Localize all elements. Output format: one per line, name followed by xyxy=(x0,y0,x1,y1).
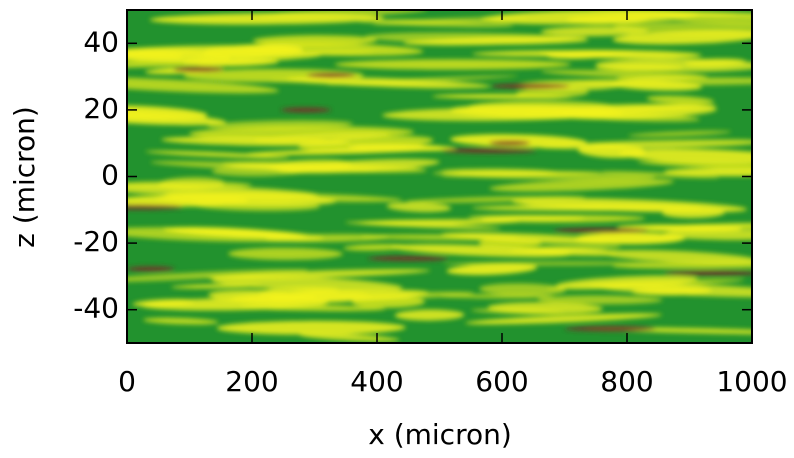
yellow-streak xyxy=(406,196,586,203)
streak-layer xyxy=(127,10,752,342)
yellow-streak xyxy=(127,105,208,120)
yellow-streak xyxy=(628,130,732,137)
yellow-streak xyxy=(127,48,231,63)
yellow-streak xyxy=(211,276,403,292)
yellow-streak xyxy=(143,317,219,325)
yellow-streak xyxy=(191,200,321,212)
yellow-streak xyxy=(127,77,280,94)
yellow-streak xyxy=(171,283,262,289)
yellow-streak xyxy=(158,176,225,191)
yellow-streak xyxy=(364,32,589,45)
y-tick-label: -40 xyxy=(73,292,119,325)
yellow-streak xyxy=(277,158,440,174)
yellow-streak xyxy=(127,227,324,243)
x-tick-label: 1000 xyxy=(716,365,787,398)
x-tick-label: 200 xyxy=(225,365,278,398)
yellow-streak xyxy=(618,148,752,164)
yellow-streak xyxy=(471,204,702,211)
yellow-streak xyxy=(646,95,715,105)
dark-streak xyxy=(306,72,356,78)
dark-streak xyxy=(663,270,752,276)
yellow-streak xyxy=(326,75,519,85)
dark-streak xyxy=(489,140,531,146)
yellow-streak xyxy=(127,269,309,283)
dark-streak xyxy=(553,227,649,233)
yellow-streak xyxy=(595,58,752,72)
yellow-streak xyxy=(145,150,290,159)
yellow-streak xyxy=(446,263,538,276)
yellow-streak xyxy=(206,120,353,130)
yellow-streak xyxy=(183,68,364,83)
dark-streak xyxy=(173,66,224,72)
dark-streak xyxy=(441,148,537,154)
dark-streak xyxy=(368,255,450,261)
yellow-streak xyxy=(470,308,565,315)
yellow-streak xyxy=(538,139,752,150)
yellow-streak xyxy=(617,224,742,232)
x-tick-label: 0 xyxy=(118,365,136,398)
yellow-streak xyxy=(183,58,279,67)
dark-streak xyxy=(127,266,175,272)
dark-streak xyxy=(280,107,331,113)
yellow-streak xyxy=(132,298,195,307)
yellow-streak xyxy=(440,168,558,176)
yellow-streak xyxy=(547,51,616,59)
yellow-streak xyxy=(479,283,566,296)
dark-streak xyxy=(564,326,656,332)
yellow-streak xyxy=(440,232,622,245)
x-axis-label: x (micron) xyxy=(368,418,512,451)
yellow-streak xyxy=(516,87,589,99)
yellow-streak xyxy=(602,249,752,264)
yellow-streak xyxy=(343,244,408,251)
yellow-streak xyxy=(166,191,403,202)
yellow-streak xyxy=(663,167,752,177)
yellow-streak xyxy=(240,304,386,312)
yellow-streak xyxy=(467,215,586,221)
dark-streak xyxy=(490,83,570,89)
x-tick-label: 400 xyxy=(350,365,403,398)
yellow-streak xyxy=(526,103,717,113)
yellow-streak xyxy=(616,75,708,80)
yellow-streak xyxy=(489,178,675,192)
yellow-streak xyxy=(360,234,519,241)
yellow-streak xyxy=(661,229,752,240)
yellow-streak xyxy=(537,295,663,305)
yellow-streak xyxy=(241,42,424,56)
yellow-streak xyxy=(386,202,452,213)
y-tick-label: 0 xyxy=(101,159,119,192)
yellow-streak xyxy=(391,244,572,258)
yellow-streak xyxy=(245,147,457,156)
yellow-streak xyxy=(465,313,663,325)
yellow-streak xyxy=(669,15,752,26)
y-tick-label: 40 xyxy=(83,25,119,58)
yellow-streak xyxy=(299,333,400,342)
yellow-streak xyxy=(520,246,618,256)
yellow-streak xyxy=(216,320,406,335)
yellow-streak xyxy=(206,269,431,280)
y-axis-label: z (micron) xyxy=(8,106,41,248)
yellow-streak xyxy=(149,13,385,25)
y-tick-label: -20 xyxy=(73,225,119,258)
heatmap-field xyxy=(127,10,752,343)
yellow-streak xyxy=(351,296,426,308)
yellow-streak xyxy=(344,221,502,230)
yellow-streak xyxy=(373,16,530,25)
yellow-streak xyxy=(601,171,720,179)
dark-streak xyxy=(127,204,184,210)
y-tick-label: 20 xyxy=(83,92,119,125)
yellow-streak xyxy=(637,160,752,171)
yellow-streak xyxy=(609,80,703,91)
yellow-streak xyxy=(252,35,378,46)
x-tick-label: 800 xyxy=(600,365,653,398)
yellow-streak xyxy=(161,136,351,146)
yellow-streak xyxy=(228,247,343,260)
yellow-streak xyxy=(394,309,465,321)
yellow-streak xyxy=(259,286,340,297)
x-tick-label: 600 xyxy=(475,365,528,398)
yellow-streak xyxy=(589,282,752,298)
yellow-streak xyxy=(334,59,572,70)
yellow-streak xyxy=(588,10,752,19)
